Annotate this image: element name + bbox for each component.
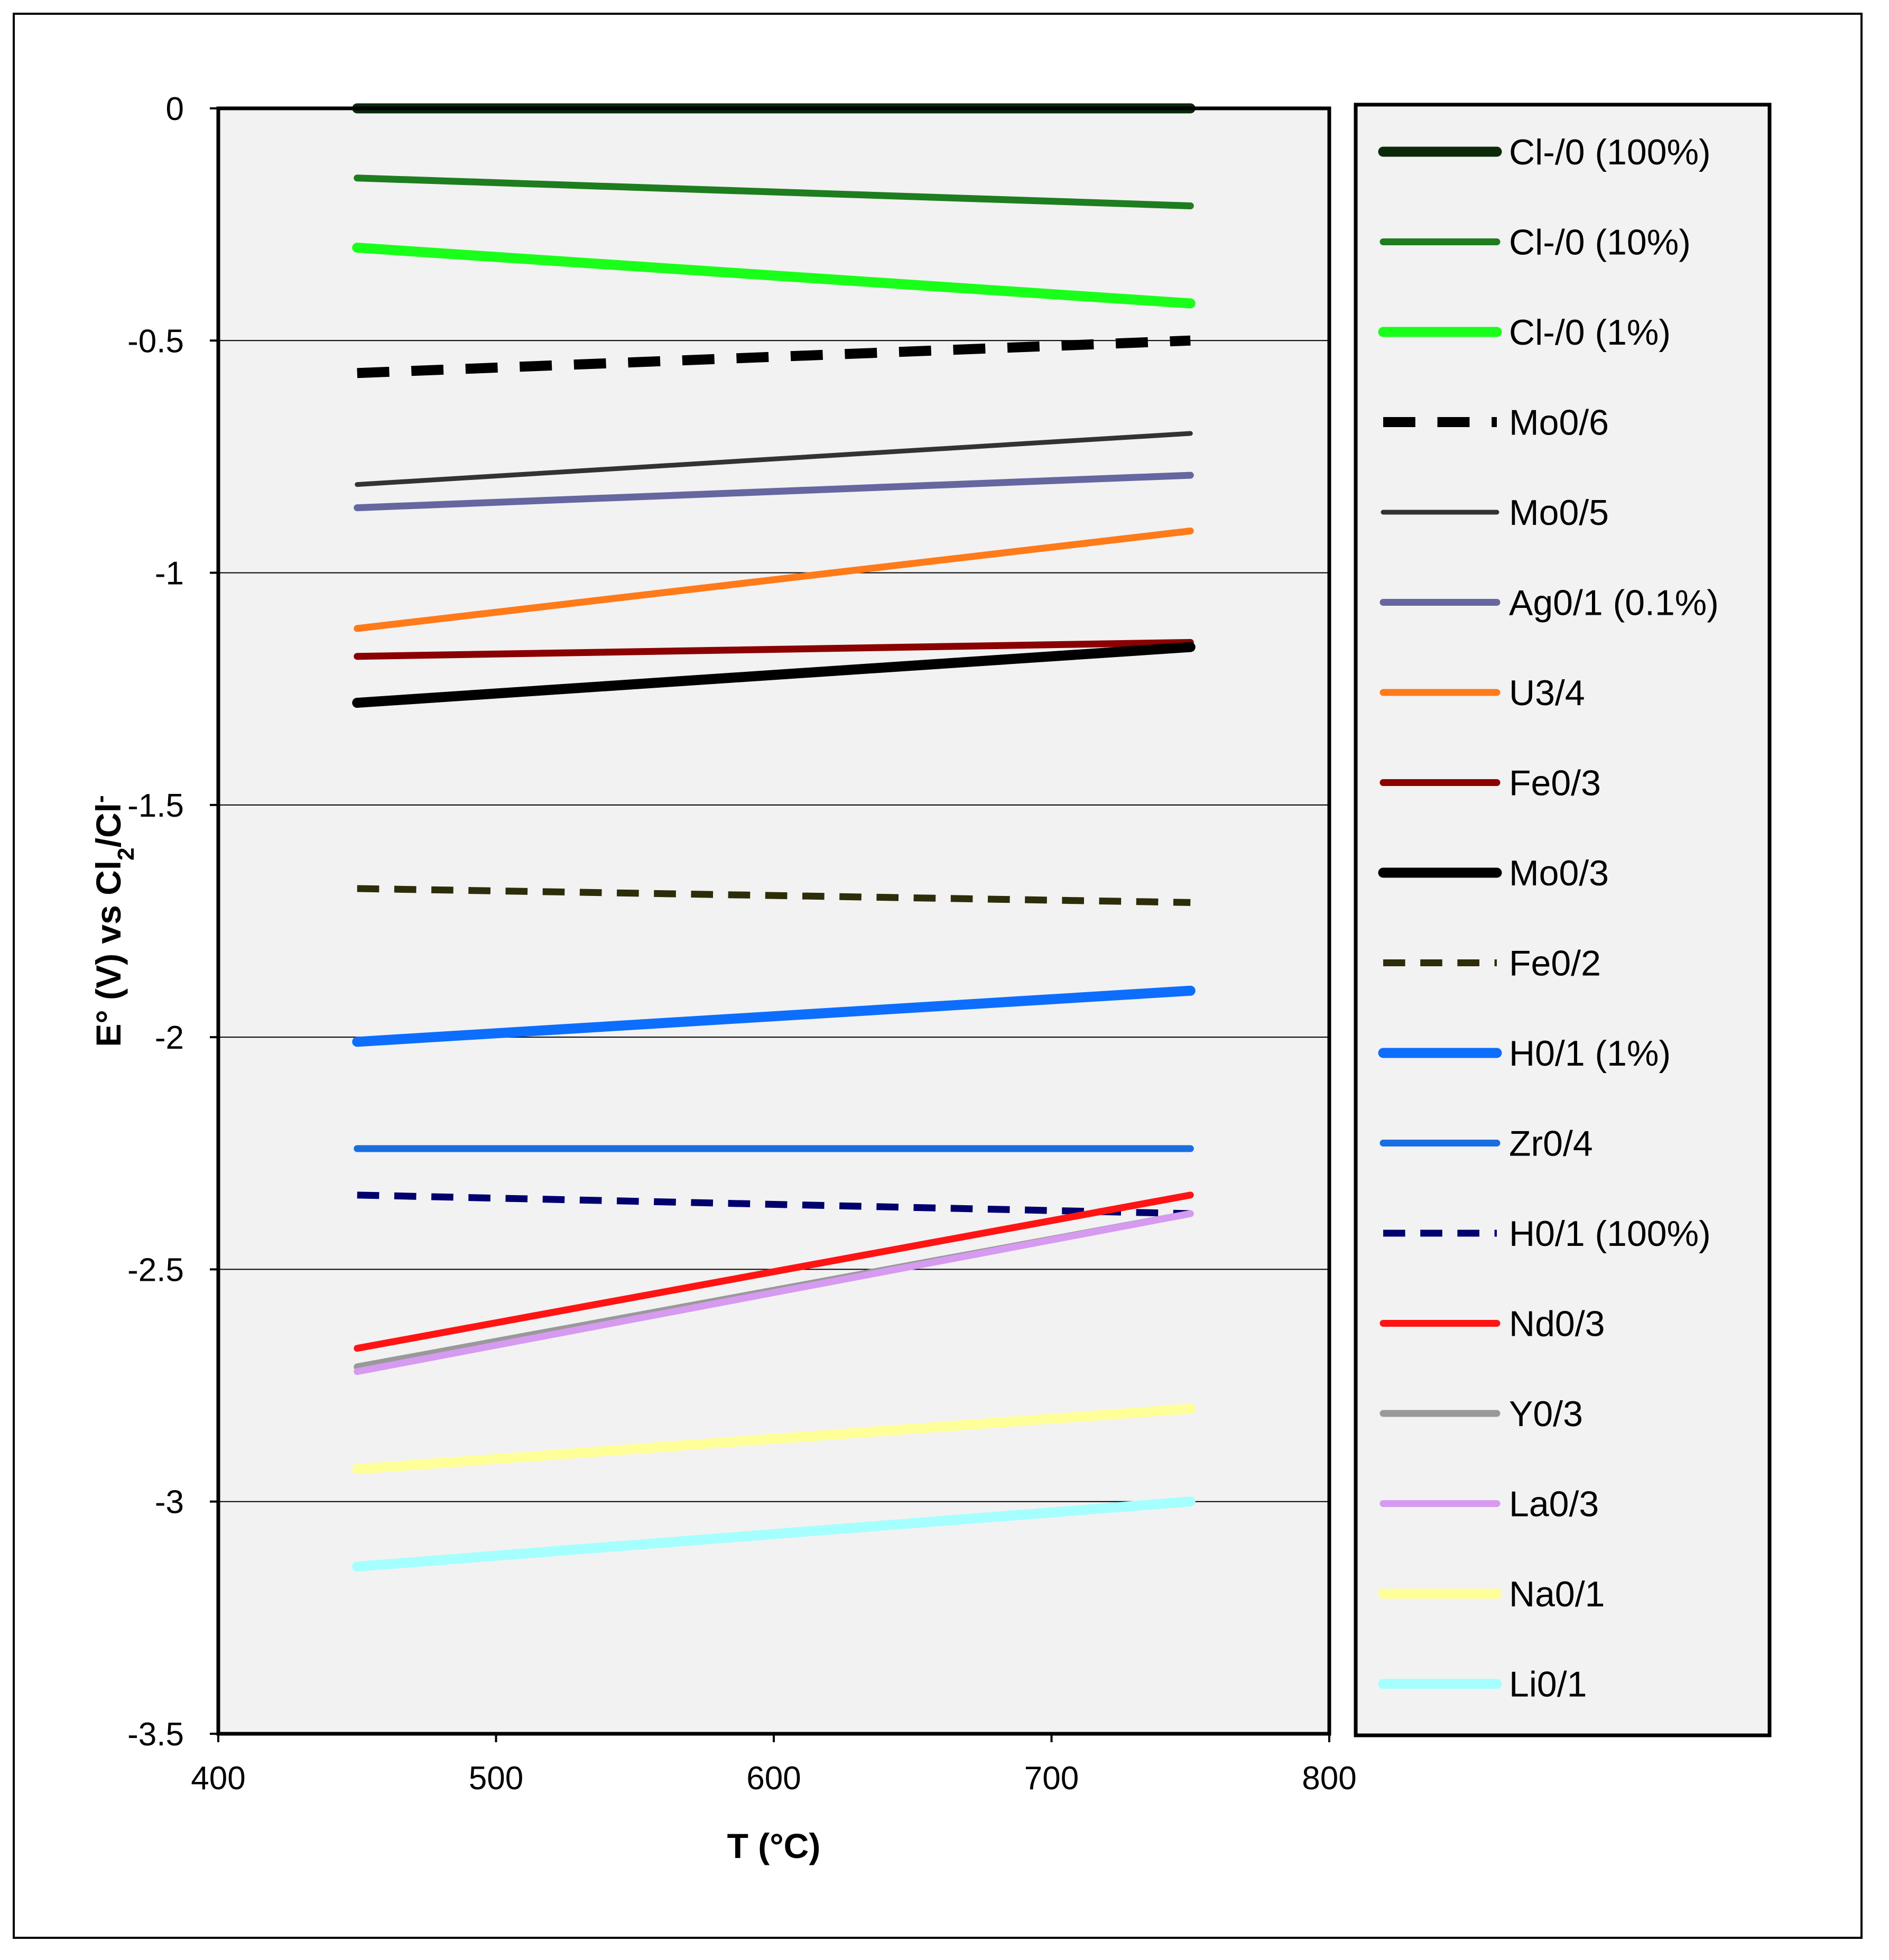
legend-label-cl-0-1: Cl-/0 (1%)	[1509, 312, 1671, 353]
legend-label-fe0-3: Fe0/3	[1509, 763, 1601, 803]
legend-label-mo0-6: Mo0/6	[1509, 403, 1609, 443]
x-tick-label: 700	[1024, 1760, 1079, 1797]
legend-label-ag0-1-0-1: Ag0/1 (0.1%)	[1509, 583, 1719, 623]
series-line-h0-1-1	[352, 985, 1196, 1047]
series-line-u3-4	[354, 528, 1194, 632]
legend-label-la0-3: La0/3	[1509, 1484, 1599, 1524]
x-tick-label: 800	[1302, 1760, 1356, 1797]
series-line-fe0-2	[357, 885, 1191, 906]
series-line-cl-0-10	[354, 174, 1194, 209]
legend-label-na0-1: Na0/1	[1509, 1574, 1605, 1614]
y-tick-label: -3	[155, 1484, 184, 1521]
legend-label-cl-0-100: Cl-/0 (100%)	[1509, 132, 1711, 172]
legend-label-h0-1-1: H0/1 (1%)	[1509, 1033, 1671, 1074]
legend-label-nd0-3: Nd0/3	[1509, 1304, 1605, 1344]
legend-label-h0-1-100: H0/1 (100%)	[1509, 1214, 1711, 1254]
legend-label-cl-0-10: Cl-/0 (10%)	[1509, 223, 1691, 263]
plot-area	[218, 108, 1329, 1734]
series-line-mo0-6	[357, 335, 1191, 378]
y-tick-label: 0	[166, 91, 184, 127]
legend-label-li0-1: Li0/1	[1509, 1665, 1587, 1705]
legend-box	[1354, 103, 1772, 1737]
y-tick-label: -2.5	[127, 1252, 184, 1288]
legend-label-mo0-5: Mo0/5	[1509, 493, 1609, 533]
series-line-fe0-3	[354, 639, 1194, 660]
x-tick-label: 600	[746, 1760, 801, 1797]
series-line-mo0-5	[355, 431, 1193, 487]
x-tick-label: 400	[191, 1760, 245, 1797]
legend: Cl-/0 (100%) Cl-/0 (10%) Cl-/0 (1%) Mo0/6 Mo…	[1354, 103, 1772, 1737]
legend-label-u3-4: U3/4	[1509, 673, 1585, 713]
y-tick-label: -3.5	[127, 1716, 184, 1753]
series-line-la0-3	[354, 1210, 1194, 1375]
series-line-li0-1	[352, 1496, 1196, 1572]
x-tick-label: 500	[469, 1760, 523, 1797]
series-line-h0-1-100	[357, 1191, 1191, 1217]
legend-label-zr0-4: Zr0/4	[1509, 1124, 1593, 1164]
series-line-nd0-3	[354, 1191, 1194, 1352]
legend-label-mo0-3: Mo0/3	[1509, 853, 1609, 893]
series-line-mo0-3	[352, 642, 1196, 708]
legend-label-y0-3: Y0/3	[1509, 1394, 1583, 1434]
y-tick-label: -1.5	[127, 788, 184, 824]
legend-label-fe0-2: Fe0/2	[1509, 944, 1601, 984]
y-tick-label: -2	[155, 1020, 184, 1056]
series-line-cl-0-1	[352, 243, 1196, 309]
y-tick-label: -1	[155, 556, 184, 592]
series-line-na0-1	[352, 1403, 1196, 1474]
series-line-ag0-1-0-1	[354, 471, 1194, 512]
y-axis-title: E° (V) vs Cl2/Cl-	[87, 795, 139, 1047]
y-tick-label: -0.5	[127, 323, 184, 359]
x-axis-title: T (°C)	[727, 1826, 821, 1865]
